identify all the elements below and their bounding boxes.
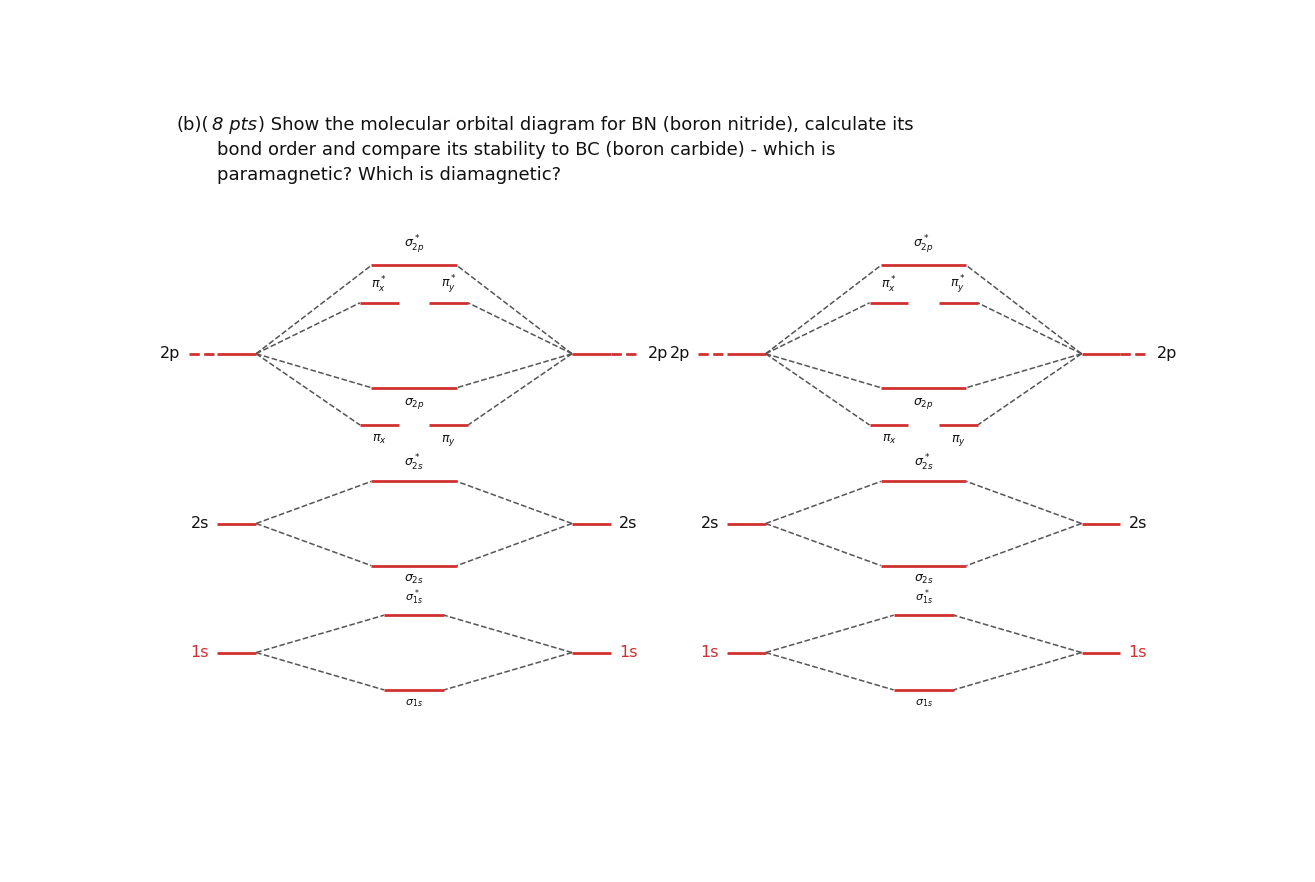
Text: $\pi_y$: $\pi_y$ [442, 432, 456, 447]
Text: 2s: 2s [191, 516, 209, 531]
Text: $\sigma_{2p}$: $\sigma_{2p}$ [914, 396, 934, 411]
Text: $\sigma_{2p}^*$: $\sigma_{2p}^*$ [914, 233, 934, 255]
Text: 2p: 2p [160, 347, 180, 362]
Text: $\pi_x$: $\pi_x$ [372, 432, 387, 445]
Text: $\pi_y^*$: $\pi_y^*$ [951, 273, 967, 295]
Text: $\sigma_{2p}$: $\sigma_{2p}$ [404, 396, 425, 411]
Text: paramagnetic? Which is diamagnetic?: paramagnetic? Which is diamagnetic? [217, 166, 562, 183]
Text: 2p: 2p [669, 347, 690, 362]
Text: $\pi_y^*$: $\pi_y^*$ [441, 273, 456, 295]
Text: $\pi_x^*$: $\pi_x^*$ [371, 275, 388, 295]
Text: $\sigma_{1s}^*$: $\sigma_{1s}^*$ [915, 587, 932, 607]
Text: $\sigma_{1s}$: $\sigma_{1s}$ [915, 698, 932, 709]
Text: 2s: 2s [619, 516, 638, 531]
Text: 8 pts: 8 pts [212, 116, 258, 134]
Text: (b)(: (b)( [176, 116, 209, 134]
Text: $\pi_y$: $\pi_y$ [951, 432, 965, 447]
Text: $\sigma_{1s}$: $\sigma_{1s}$ [405, 698, 423, 709]
Text: 2p: 2p [647, 347, 668, 362]
Text: ) Show the molecular orbital diagram for BN (boron nitride), calculate its: ) Show the molecular orbital diagram for… [258, 116, 914, 134]
Text: 1s: 1s [619, 645, 638, 660]
Text: 1s: 1s [1128, 645, 1147, 660]
Text: 2p: 2p [1157, 347, 1177, 362]
Text: $\sigma_{2s}^*$: $\sigma_{2s}^*$ [404, 452, 423, 473]
Text: $\pi_x^*$: $\pi_x^*$ [881, 275, 897, 295]
Text: bond order and compare its stability to BC (boron carbide) - which is: bond order and compare its stability to … [217, 141, 836, 159]
Text: $\sigma_{2s}$: $\sigma_{2s}$ [914, 573, 934, 587]
Text: 1s: 1s [701, 645, 719, 660]
Text: $\sigma_{2s}^*$: $\sigma_{2s}^*$ [914, 452, 934, 473]
Text: $\sigma_{1s}^*$: $\sigma_{1s}^*$ [405, 587, 423, 607]
Text: $\pi_x$: $\pi_x$ [881, 432, 897, 445]
Text: $\sigma_{2p}^*$: $\sigma_{2p}^*$ [404, 233, 425, 255]
Text: $\sigma_{2s}$: $\sigma_{2s}$ [404, 573, 423, 587]
Text: 1s: 1s [191, 645, 209, 660]
Text: 2s: 2s [701, 516, 719, 531]
Text: 2s: 2s [1128, 516, 1147, 531]
